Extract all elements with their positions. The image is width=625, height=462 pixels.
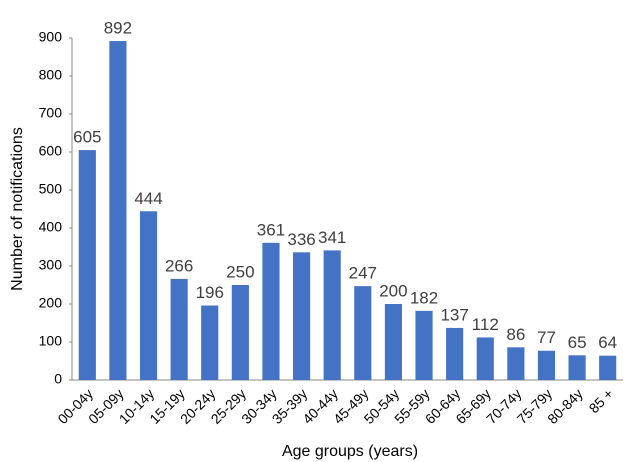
bar [415, 310, 433, 380]
y-tick-label: 100 [39, 333, 63, 349]
y-tick-label: 700 [39, 105, 63, 121]
value-label: 361 [257, 220, 285, 239]
bar [476, 337, 494, 380]
bar [568, 355, 586, 380]
bar [293, 252, 311, 380]
x-axis-title: Age groups (years) [282, 443, 418, 460]
y-tick-label: 500 [39, 181, 63, 197]
y-tick-label: 900 [39, 29, 63, 45]
value-label: 77 [537, 328, 556, 347]
bar [446, 327, 464, 380]
bar [354, 286, 372, 380]
value-label: 250 [226, 262, 254, 281]
value-label: 182 [410, 288, 438, 307]
y-tick-label: 800 [39, 67, 63, 83]
value-label: 336 [287, 230, 315, 249]
value-label: 196 [196, 283, 224, 302]
y-axis-title: Number of notifications [9, 127, 26, 291]
x-tick-label: 85 + [586, 385, 617, 416]
value-label: 200 [379, 281, 407, 300]
value-label: 65 [568, 333, 587, 352]
value-label: 266 [165, 256, 193, 275]
bar [599, 355, 617, 380]
bar [109, 41, 127, 380]
bar [139, 211, 158, 380]
value-label: 605 [73, 128, 101, 147]
bar [78, 150, 96, 380]
y-tick-label: 300 [39, 257, 63, 273]
bar [507, 347, 525, 380]
bar [201, 305, 219, 380]
bar [262, 242, 280, 380]
bar [170, 278, 188, 380]
bar [384, 304, 402, 380]
y-tick-label: 400 [39, 219, 63, 235]
value-label: 892 [104, 19, 132, 38]
value-label: 112 [472, 315, 499, 334]
value-label: 64 [598, 333, 617, 352]
value-label: 86 [506, 325, 525, 344]
value-label: 247 [349, 264, 377, 283]
bar [537, 350, 556, 380]
x-tick-label: 80-84y [544, 385, 586, 427]
y-tick-label: 0 [54, 371, 62, 387]
value-label: 444 [134, 189, 162, 208]
value-label: 341 [318, 228, 346, 247]
bar [231, 285, 249, 380]
value-label: 137 [440, 305, 468, 324]
y-tick-label: 600 [39, 143, 63, 159]
bar [323, 250, 341, 380]
y-tick-label: 200 [39, 295, 63, 311]
